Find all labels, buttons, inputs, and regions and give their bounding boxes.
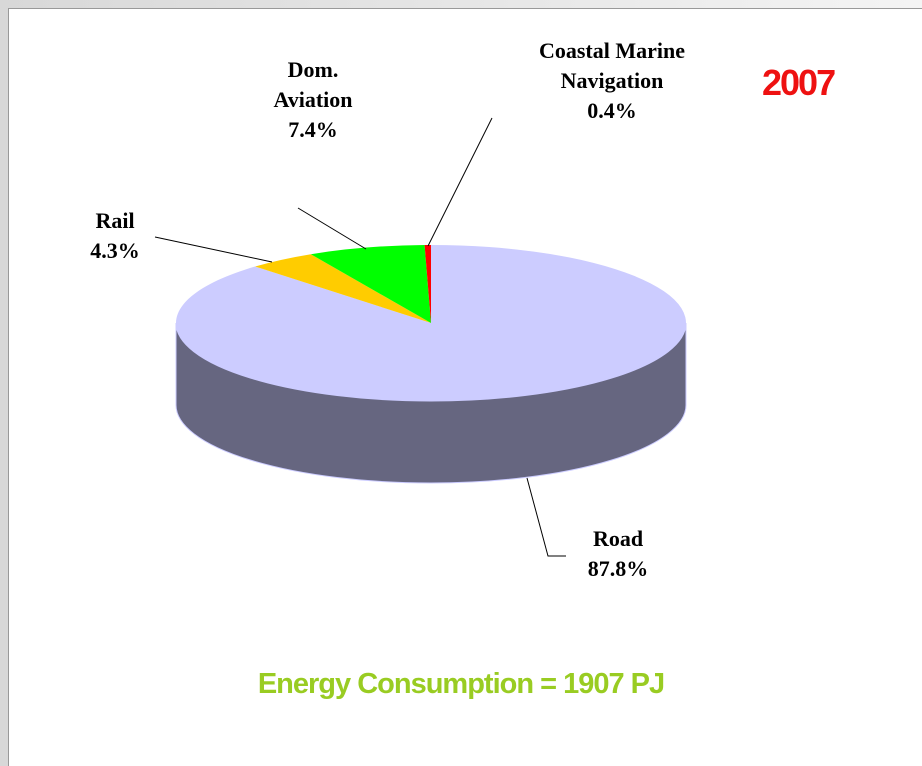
- pie: [175, 245, 687, 484]
- category-label: Dom. Aviation: [273, 57, 353, 112]
- category-label: Road: [592, 526, 644, 551]
- annotation: 2007: [762, 62, 836, 103]
- slice: [424, 245, 431, 323]
- value-label: 0.4%: [587, 98, 637, 123]
- footer: Energy Consumption = 1907 PJ: [257, 668, 665, 700]
- slice-label: Coastal Marine Navigation 0.4%: [538, 36, 686, 126]
- slice-label: Road 87.8%: [560, 524, 676, 584]
- category-label: Rail: [95, 208, 135, 233]
- leader-line: [154, 236, 273, 263]
- slice-label: Rail 4.3%: [72, 206, 158, 266]
- leader-line: [427, 117, 493, 247]
- leader-line: [526, 477, 566, 557]
- value-label: 7.4%: [288, 117, 338, 142]
- leader-line: [297, 207, 367, 250]
- slice-label: Dom. Aviation 7.4%: [258, 55, 368, 145]
- slice: [175, 245, 686, 401]
- value-label: 87.8%: [587, 556, 649, 581]
- leader-lines: [154, 117, 566, 557]
- slice: [310, 245, 431, 323]
- slice: [255, 254, 431, 323]
- category-label: Coastal Marine Navigation: [538, 38, 686, 93]
- value-label: 4.3%: [90, 238, 140, 263]
